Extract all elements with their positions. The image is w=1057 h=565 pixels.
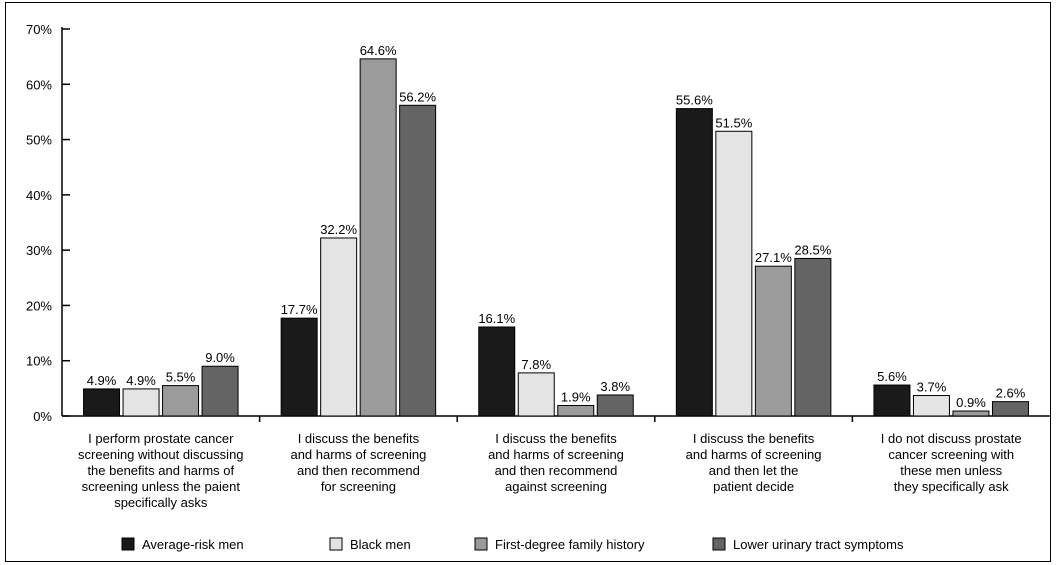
data-label: 2.6% — [996, 386, 1026, 401]
category-label: I discuss the benefits and harms of scree… — [488, 431, 624, 494]
bar — [754, 265, 792, 417]
y-tick-label: 0% — [33, 409, 52, 424]
data-label: 32.2% — [320, 222, 357, 237]
category-label-line: and harms of screening — [686, 447, 822, 462]
data-label: 5.6% — [877, 369, 907, 384]
legend-label: First-degree family history — [495, 537, 645, 552]
y-tick-label: 60% — [26, 77, 52, 92]
category-label-line: specifically asks — [114, 495, 208, 510]
legend-swatch — [474, 537, 488, 551]
data-label: 56.2% — [399, 89, 436, 104]
category-label-line: I discuss the benefits — [495, 431, 617, 446]
data-label: 51.5% — [715, 115, 752, 130]
category-label-line: cancer screening with — [888, 447, 1014, 462]
y-tick-label: 70% — [26, 22, 52, 37]
category-label-line: for screening — [321, 479, 396, 494]
category-label-line: and harms of screening — [488, 447, 624, 462]
data-label: 3.8% — [600, 379, 630, 394]
category-label-line: screening unless the paient — [82, 479, 241, 494]
category-label-line: the benefits and harms of — [87, 463, 234, 478]
legend-swatch — [712, 537, 726, 551]
data-label: 1.9% — [561, 389, 591, 404]
category-label-line: they specifically ask — [894, 479, 1009, 494]
data-label: 5.5% — [166, 370, 196, 385]
category-label: I discuss the benefits and harms of scree… — [686, 431, 822, 494]
bar — [794, 257, 832, 417]
data-label: 7.8% — [521, 357, 551, 372]
data-label: 27.1% — [755, 250, 792, 265]
y-tick-label: 20% — [26, 298, 52, 313]
bar — [557, 404, 595, 417]
category-label-line: I discuss the benefits — [298, 431, 420, 446]
bar — [873, 384, 911, 417]
bar — [952, 410, 990, 417]
category-label: I discuss the benefits and harms of scree… — [290, 431, 426, 494]
bar — [162, 385, 200, 417]
bar — [478, 326, 516, 417]
chart-frame — [5, 2, 1051, 562]
category-label-line: and then recommend — [297, 463, 420, 478]
data-label: 17.7% — [281, 302, 318, 317]
category-label-line: and then let the — [709, 463, 799, 478]
legend-swatch — [121, 537, 135, 551]
data-label: 64.6% — [360, 43, 397, 58]
category-label-line: and harms of screening — [290, 447, 426, 462]
bar — [359, 58, 397, 417]
data-label: 28.5% — [794, 242, 831, 257]
bar — [399, 104, 437, 417]
category-label: I do not discuss prostate cancer screenin… — [881, 431, 1022, 494]
category-label-line: these men unless — [900, 463, 1002, 478]
category-label-line: and then recommend — [495, 463, 618, 478]
data-label: 0.9% — [956, 395, 986, 410]
category-label-line: against screening — [505, 479, 607, 494]
data-label: 9.0% — [205, 350, 235, 365]
legend-swatch — [329, 537, 343, 551]
bar — [517, 372, 555, 417]
category-label-line: patient decide — [713, 479, 794, 494]
bar — [675, 108, 713, 417]
bar — [715, 130, 753, 417]
bar — [991, 401, 1029, 417]
bar — [912, 395, 950, 417]
category-label-line: I discuss the benefits — [693, 431, 815, 446]
data-label: 55.6% — [676, 93, 713, 108]
y-tick-label: 30% — [26, 243, 52, 258]
data-label: 16.1% — [478, 311, 515, 326]
legend-label: Average-risk men — [142, 537, 244, 552]
y-tick-label: 40% — [26, 188, 52, 203]
category-label-line: screening without discussing — [78, 447, 243, 462]
bar — [596, 394, 634, 417]
y-tick-label: 10% — [26, 354, 52, 369]
data-label: 3.7% — [917, 380, 947, 395]
bar — [280, 317, 318, 417]
bar — [83, 388, 121, 417]
y-tick-label: 50% — [26, 133, 52, 148]
category-label: I perform prostate cancer screening witho… — [78, 431, 243, 510]
bar — [122, 388, 160, 417]
data-label: 4.9% — [87, 373, 117, 388]
bar — [201, 365, 239, 417]
data-label: 4.9% — [126, 373, 156, 388]
bar — [320, 237, 358, 417]
legend-label: Black men — [350, 537, 411, 552]
legend-label: Lower urinary tract symptoms — [733, 537, 904, 552]
category-label-line: I perform prostate cancer — [88, 431, 234, 446]
category-label-line: I do not discuss prostate — [881, 431, 1022, 446]
